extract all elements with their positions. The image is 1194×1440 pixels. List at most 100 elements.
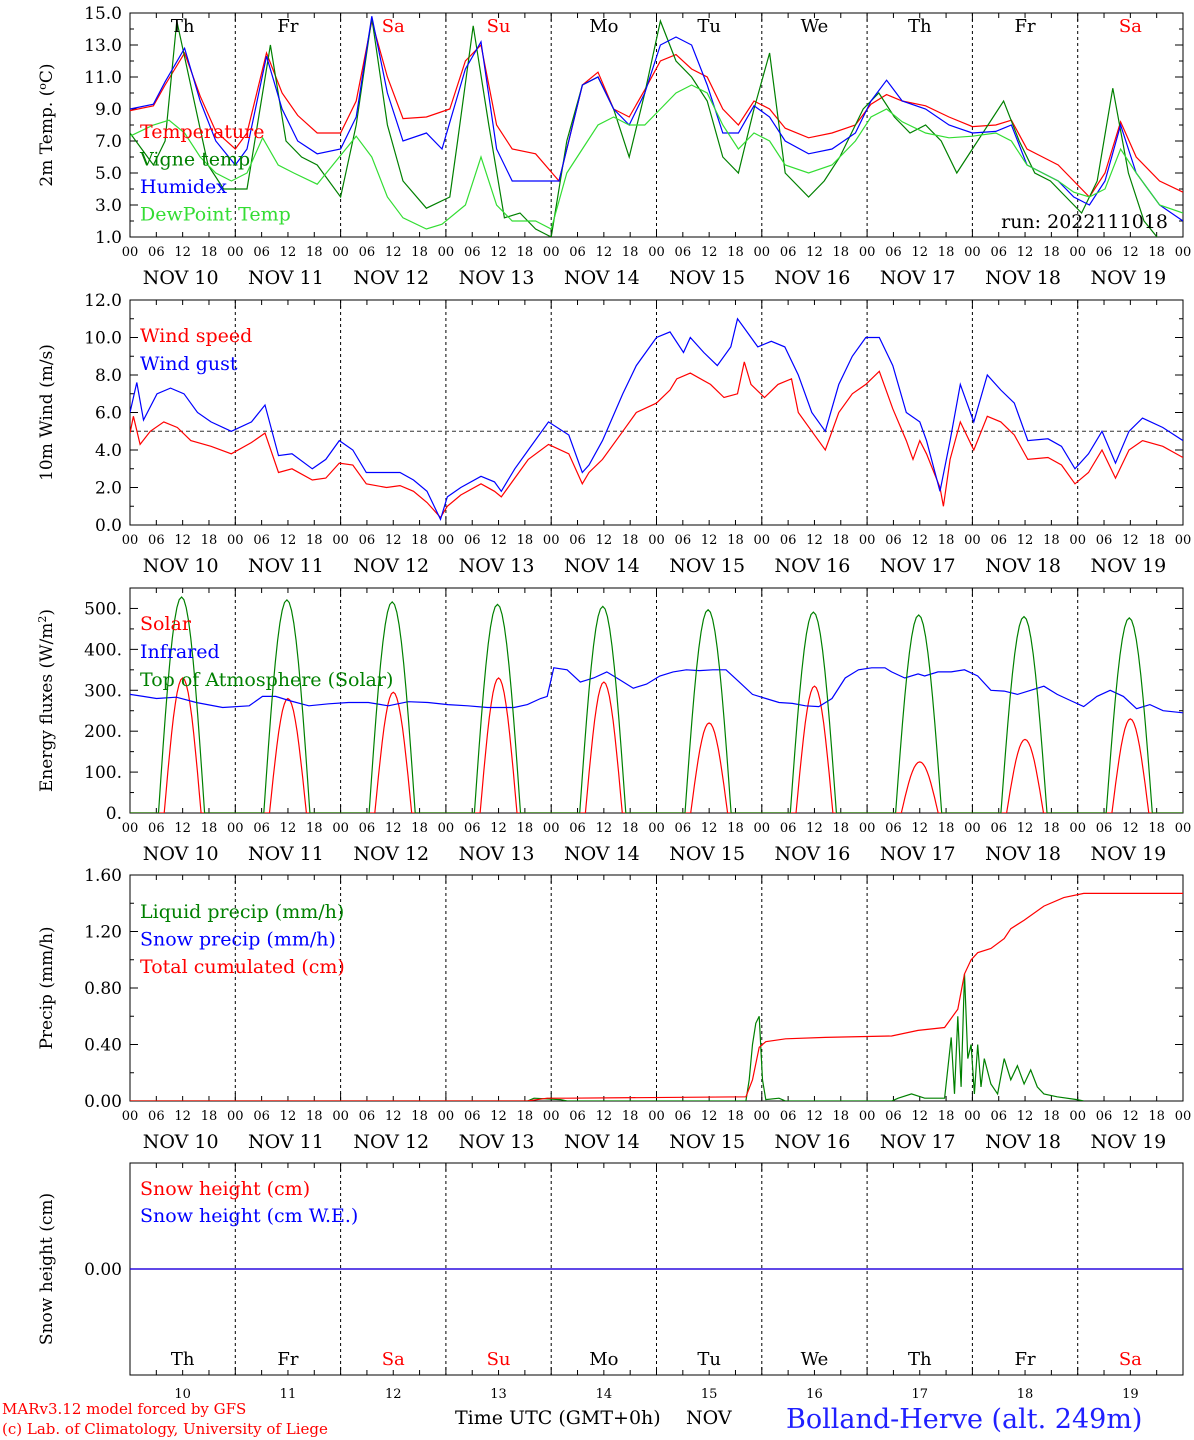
y-tick-label: 5.0 (95, 164, 122, 184)
footer-model-line: MARv3.12 model forced by GFS (2, 1400, 246, 1418)
x-tick-label: 06 (253, 821, 270, 836)
day-label: NOV 15 (669, 267, 745, 289)
x-tick-label: 12 (911, 1109, 928, 1124)
x-tick-label: 18 (517, 821, 534, 836)
y-tick-label: 1.20 (84, 923, 122, 943)
x-tick-label: 12 (174, 533, 191, 548)
y-tick-label: 15.0 (84, 4, 122, 24)
x-tick-label: 18 (517, 245, 534, 260)
day-number-label: 10 (174, 1387, 191, 1402)
panel-3: 0. 100. 200. 300. 400. 500. Energy fluxes (W/m… (36, 587, 1191, 865)
y-tick-label: 6.0 (95, 404, 122, 424)
x-tick-label: 00 (754, 821, 771, 836)
x-tick-label: 00 (332, 245, 349, 260)
x-tick-label: 00 (648, 1109, 665, 1124)
y-tick-label: 0.00 (84, 1260, 122, 1280)
x-tick-label: 18 (411, 1109, 428, 1124)
x-tick-label: 06 (464, 245, 481, 260)
x-tick-label: 00 (1175, 1109, 1192, 1124)
legend-entry: Snow precip (mm/h) (140, 929, 336, 951)
series-line-liquid-precip-mm-h- (130, 973, 1084, 1101)
legend-entry: Vigne temp (139, 149, 250, 171)
legend-entry: Wind speed (140, 325, 252, 347)
y-tick-label: 500. (84, 599, 122, 619)
x-tick-label: 18 (201, 245, 218, 260)
y-tick-label: 1.60 (84, 866, 122, 886)
x-tick-label: 18 (622, 245, 639, 260)
panel-2: 0.0 2.0 4.0 6.0 8.0 10.0 12.0 10m Wind (m/s) Win… (37, 291, 1191, 577)
day-label: NOV 15 (669, 843, 745, 865)
series-line-total-cumulated-cm- (130, 892, 1183, 1101)
y-tick-label: 0.00 (84, 1092, 122, 1112)
day-label: NOV 14 (564, 267, 640, 289)
x-tick-label: 12 (596, 821, 613, 836)
day-label: NOV 10 (143, 843, 219, 865)
x-tick-label: 12 (1122, 245, 1139, 260)
x-tick-label: 00 (543, 1109, 560, 1124)
weekday-label: Tu (697, 1349, 721, 1370)
x-tick-label: 12 (1017, 821, 1034, 836)
x-tick-label: 12 (280, 245, 297, 260)
x-tick-label: 18 (517, 1109, 534, 1124)
x-tick-label: 12 (806, 1109, 823, 1124)
legend-entry: DewPoint Temp (140, 204, 291, 226)
x-tick-label: 12 (1017, 533, 1034, 548)
x-tick-label: 06 (885, 533, 902, 548)
x-tick-label: 06 (780, 1109, 797, 1124)
x-tick-label: 06 (990, 821, 1007, 836)
day-number-label: 19 (1122, 1387, 1139, 1402)
x-tick-label: 00 (332, 533, 349, 548)
x-tick-label: 12 (806, 245, 823, 260)
day-label: NOV 13 (459, 267, 535, 289)
x-tick-label: 12 (280, 533, 297, 548)
x-tick-label: 12 (385, 1109, 402, 1124)
day-label: NOV 13 (459, 1131, 535, 1153)
day-label: NOV 19 (1090, 843, 1166, 865)
weekday-label: Sa (382, 16, 405, 37)
x-tick-label: 18 (1148, 821, 1165, 836)
x-tick-label: 00 (1069, 533, 1086, 548)
y-tick-label: 100. (84, 763, 122, 783)
day-label: NOV 19 (1090, 555, 1166, 577)
x-tick-label: 18 (622, 533, 639, 548)
day-label: NOV 19 (1090, 267, 1166, 289)
x-tick-label: 18 (411, 533, 428, 548)
y-tick-label: 3.0 (95, 196, 122, 216)
x-tick-label: 00 (227, 245, 244, 260)
weekday-label: Tu (697, 16, 721, 37)
x-tick-label: 18 (411, 245, 428, 260)
x-tick-label: 00 (1069, 821, 1086, 836)
series-line-dewpoint-temp (130, 84, 1183, 230)
weekday-label: Mo (589, 1349, 618, 1370)
day-number-label: 17 (911, 1387, 928, 1402)
x-tick-label: 18 (833, 1109, 850, 1124)
x-tick-label: 12 (490, 1109, 507, 1124)
legend-entry: Liquid precip (mm/h) (140, 901, 344, 923)
x-tick-label: 06 (675, 821, 692, 836)
x-tick-label: 06 (464, 533, 481, 548)
panel-4: 0.00 0.40 0.80 1.20 1.60 Precip (mm/h) Liquid … (37, 866, 1191, 1153)
day-label: NOV 11 (248, 1131, 324, 1153)
x-tick-label: 06 (359, 821, 376, 836)
x-tick-label: 12 (596, 245, 613, 260)
x-tick-label: 12 (806, 533, 823, 548)
x-tick-label: 06 (1096, 1109, 1113, 1124)
weekday-label: Th (171, 16, 195, 37)
x-tick-label: 18 (306, 821, 323, 836)
x-tick-label: 06 (148, 533, 165, 548)
x-tick-label: 06 (990, 533, 1007, 548)
series-group (130, 596, 1183, 813)
x-tick-label: 06 (253, 245, 270, 260)
x-tick-label: 18 (727, 1109, 744, 1124)
day-label: NOV 15 (669, 1131, 745, 1153)
weekday-label: Fr (277, 1349, 298, 1370)
x-tick-label: 00 (438, 245, 455, 260)
x-tick-label: 00 (859, 245, 876, 260)
series-line-top-of-atmosphere-solar- (130, 596, 1183, 813)
x-tick-label: 00 (227, 533, 244, 548)
day-label: NOV 12 (353, 1131, 429, 1153)
x-tick-label: 18 (306, 1109, 323, 1124)
x-tick-label: 18 (201, 821, 218, 836)
weekday-label: Th (908, 16, 932, 37)
x-tick-label: 06 (569, 1109, 586, 1124)
